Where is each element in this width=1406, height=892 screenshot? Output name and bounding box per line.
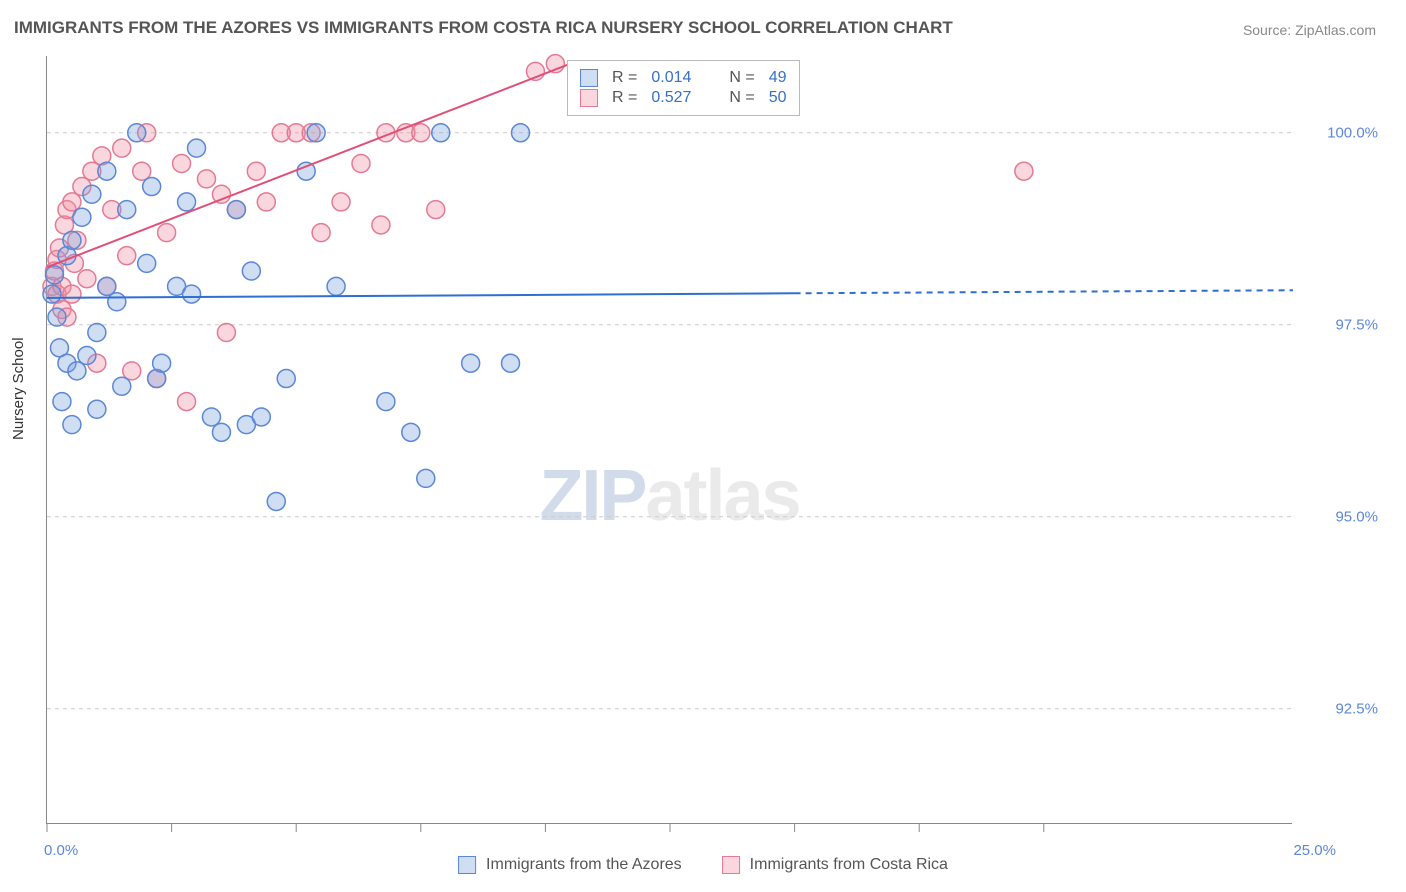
correlation-legend: R = 0.014 N = 49 R = 0.527 N = 50 <box>567 60 800 116</box>
source-attribution: Source: ZipAtlas.com <box>1243 22 1376 38</box>
source-label: Source: <box>1243 22 1295 38</box>
swatch-azores <box>580 69 598 87</box>
n-label: N = <box>729 69 754 87</box>
n-value-azores: 49 <box>769 69 787 87</box>
chart-title: IMMIGRANTS FROM THE AZORES VS IMMIGRANTS… <box>14 18 953 38</box>
y-tick-label: 100.0% <box>1327 124 1378 141</box>
source-link[interactable]: ZipAtlas.com <box>1295 22 1376 38</box>
legend-row-azores: R = 0.014 N = 49 <box>580 69 787 87</box>
r-label: R = <box>612 89 637 107</box>
series-legend: Immigrants from the Azores Immigrants fr… <box>458 856 948 874</box>
r-label: R = <box>612 69 637 87</box>
y-tick-label: 97.5% <box>1335 316 1378 333</box>
legend-item-azores: Immigrants from the Azores <box>458 856 682 874</box>
swatch-costarica-icon <box>722 856 740 874</box>
y-axis-label: Nursery School <box>10 337 27 440</box>
x-tick-label-right: 25.0% <box>1293 842 1336 859</box>
y-tick-label: 95.0% <box>1335 508 1378 525</box>
chart-svg <box>47 56 1293 824</box>
legend-label-azores: Immigrants from the Azores <box>486 856 682 874</box>
legend-item-costarica: Immigrants from Costa Rica <box>722 856 948 874</box>
r-value-azores: 0.014 <box>651 69 691 87</box>
x-tick-label-left: 0.0% <box>44 842 78 859</box>
r-value-costarica: 0.527 <box>651 89 691 107</box>
legend-label-costarica: Immigrants from Costa Rica <box>750 856 948 874</box>
swatch-azores-icon <box>458 856 476 874</box>
swatch-costarica <box>580 89 598 107</box>
n-label: N = <box>729 89 754 107</box>
legend-row-costarica: R = 0.527 N = 50 <box>580 89 787 107</box>
plot-area: ZIPatlas R = 0.014 N = 49 R = 0.527 N = … <box>46 56 1292 824</box>
y-tick-label: 92.5% <box>1335 700 1378 717</box>
n-value-costarica: 50 <box>769 89 787 107</box>
